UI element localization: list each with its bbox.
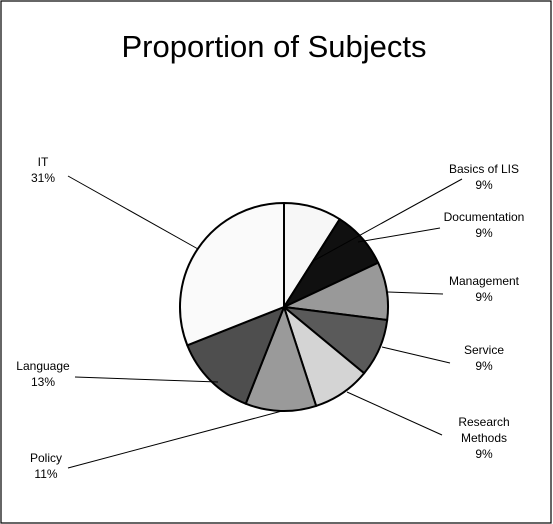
- slice-name-label: Methods: [461, 431, 507, 445]
- chart-title: Proportion of Subjects: [121, 29, 426, 64]
- slice-name-label: Service: [464, 343, 504, 357]
- slice-percent-label: 9%: [475, 178, 493, 192]
- leader-line: [346, 391, 443, 436]
- pie-slices: [179, 202, 389, 412]
- slice-percent-label: 9%: [475, 290, 493, 304]
- slice-percent-label: 11%: [34, 467, 57, 481]
- leader-line: [67, 175, 199, 250]
- leader-line: [357, 227, 441, 243]
- slice-label: Service 9%: [464, 343, 504, 373]
- slice-percent-label: 9%: [475, 359, 493, 373]
- slice-percent-label: 31%: [31, 171, 55, 185]
- slice-label: Research Methods 9%: [458, 415, 509, 461]
- slice-name-label: Basics of LIS: [449, 162, 519, 176]
- slice-name-label: Policy: [30, 451, 62, 465]
- leader-line: [67, 410, 283, 469]
- leader-line: [314, 178, 463, 261]
- slice-label: Management 9%: [449, 274, 520, 304]
- slice-labels: Basics of LIS 9%Documentation 9%Management…: [16, 155, 524, 481]
- pie-slice: [186, 306, 285, 405]
- leader-line: [387, 291, 444, 295]
- slice-label: Basics of LIS 9%: [449, 162, 519, 192]
- slice-name-label: IT: [38, 155, 49, 169]
- slice-name-label: Documentation: [444, 210, 525, 224]
- slice-percent-label: 9%: [475, 226, 493, 240]
- slice-percent-label: 9%: [475, 447, 493, 461]
- slice-label: Language 13%: [16, 359, 70, 389]
- slice-label: Policy 11%: [30, 451, 62, 481]
- leader-lines: [67, 175, 463, 469]
- slice-name-label: Language: [16, 359, 70, 373]
- slice-name-label: Management: [449, 274, 520, 288]
- leader-line: [381, 346, 451, 364]
- leader-line: [74, 376, 219, 383]
- slice-label: IT 31%: [31, 155, 55, 185]
- slice-label: Documentation 9%: [444, 210, 525, 240]
- slice-percent-label: 13%: [31, 375, 55, 389]
- slice-name-label: Research: [458, 415, 509, 429]
